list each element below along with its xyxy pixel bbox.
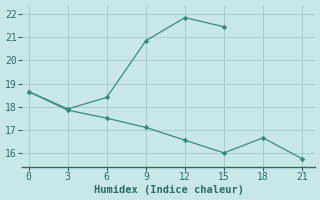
X-axis label: Humidex (Indice chaleur): Humidex (Indice chaleur): [94, 185, 244, 195]
